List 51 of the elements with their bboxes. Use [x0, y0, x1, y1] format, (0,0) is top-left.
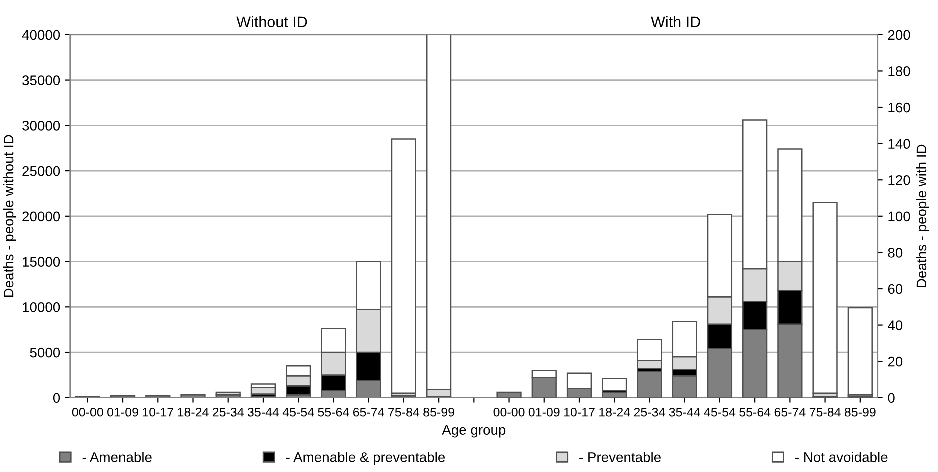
y2-tick-label: 80 [888, 248, 903, 258]
y-tick-label: 10000 [23, 302, 60, 312]
x-tick-label: 45-54 [704, 408, 736, 417]
x-axis-title: Age group [442, 425, 506, 438]
x-tick-label: 55-64 [318, 408, 350, 417]
y2-tick-label: 0 [888, 393, 895, 404]
legend-label: - Amenable & preventable [286, 452, 446, 466]
y-tick-label: 40000 [22, 30, 60, 40]
y-tick-label: 20000 [22, 212, 60, 222]
legend-label: - Amenable [82, 452, 152, 462]
x-tick-label: 85-99 [844, 408, 876, 417]
y2-tick-label: 120 [888, 175, 910, 186]
x-tick-label: 35-44 [248, 408, 280, 417]
y2-axis-title: Deaths - people with ID [916, 144, 930, 288]
y-tick-label: 30000 [22, 121, 60, 131]
text: Without ID [236, 16, 308, 28]
y2-tick-label: 60 [888, 284, 903, 294]
y2-tick-label: 140 [888, 139, 910, 149]
x-tick-label: 00-00 [494, 408, 525, 417]
x-tick-label: 25-34 [213, 408, 244, 417]
x-tick-label: 01-09 [108, 408, 138, 417]
x-tick-label: 85-99 [424, 408, 454, 417]
y2-tick-label: 160 [888, 102, 910, 113]
x-tick-label: 10-17 [143, 408, 174, 417]
x-tick-label: 25-34 [634, 408, 666, 417]
y-tick-label: 15000 [23, 257, 60, 267]
y-tick-label: 35000 [22, 76, 60, 86]
y2-tick-label: 180 [888, 66, 910, 76]
y2-tick-label: 40 [888, 320, 903, 330]
x-tick-label: 75-84 [388, 408, 420, 417]
y-tick-label: 5000 [30, 348, 60, 358]
legend-label: - Not avoidable [796, 452, 888, 462]
x-tick-label: 35-44 [669, 408, 700, 417]
x-tick-label: 18-24 [600, 408, 630, 417]
x-tick-label: 18-24 [178, 408, 209, 417]
x-tick-label: 65-74 [353, 408, 384, 417]
y-tick-label: 25000 [22, 166, 60, 176]
x-tick-label: 10-17 [564, 408, 595, 417]
x-tick-label: 65-74 [774, 408, 806, 417]
y2-tick-label: 100 [888, 212, 910, 222]
text: With ID [651, 16, 700, 28]
y2-tick-label: 200 [888, 30, 910, 40]
x-tick-label: 00-00 [72, 408, 104, 417]
x-tick-label: 55-64 [740, 408, 771, 417]
x-tick-label: 75-84 [810, 408, 841, 417]
x-tick-label: 01-09 [528, 408, 560, 417]
legend-label: - Preventable [580, 452, 661, 462]
y2-tick-label: 20 [888, 356, 903, 367]
x-tick-label: 45-54 [282, 408, 314, 417]
y-axis-title: Deaths - people without ID [4, 135, 16, 298]
y-tick-label: 0 [53, 393, 60, 404]
